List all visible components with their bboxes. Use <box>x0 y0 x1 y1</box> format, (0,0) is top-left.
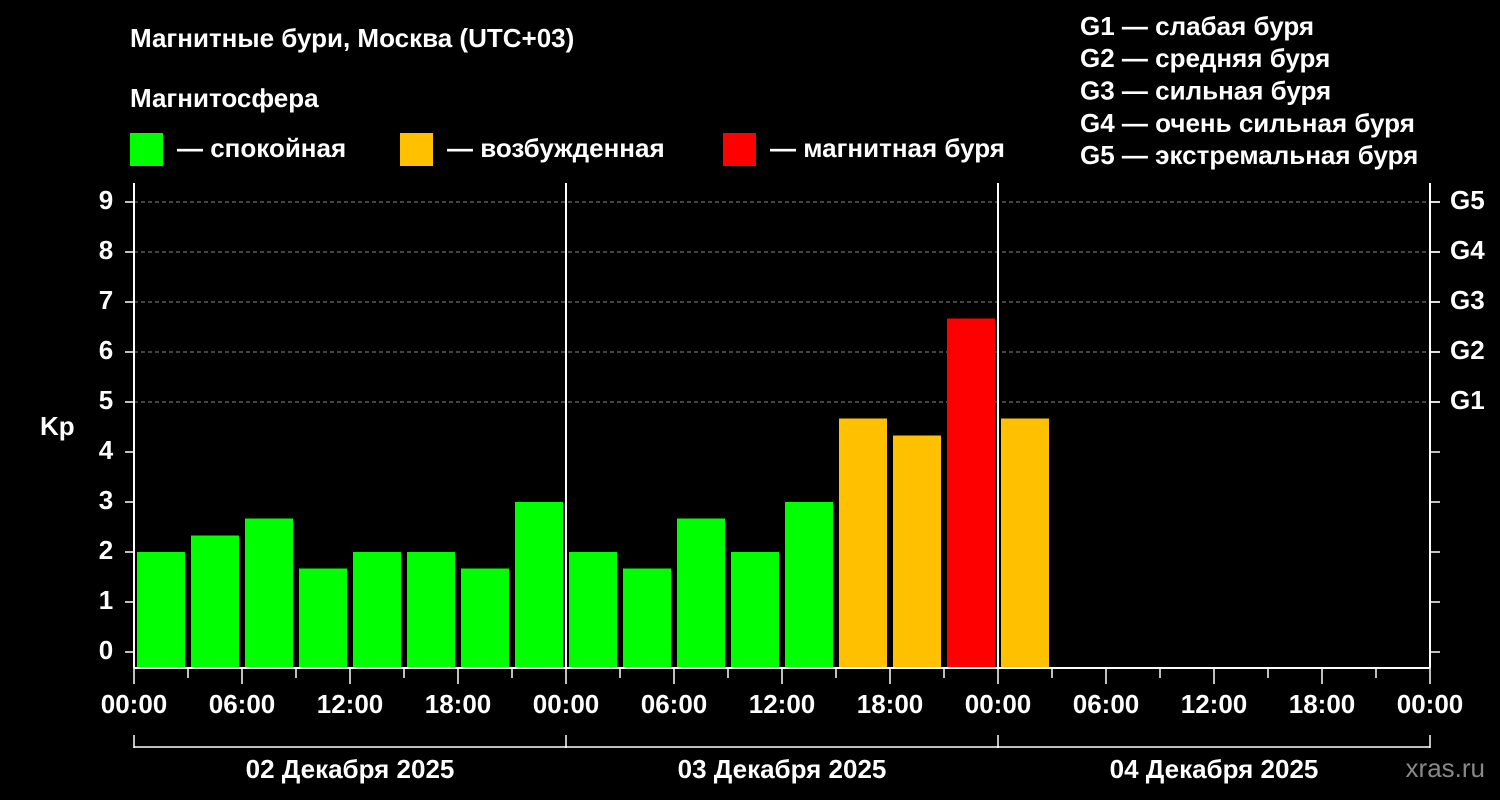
y2-tick-label: G4 <box>1450 235 1485 265</box>
y2-tick-label: G3 <box>1450 285 1485 315</box>
bar <box>1001 418 1049 668</box>
storm-scale-label: G1 — слабая буря <box>1080 11 1314 41</box>
bar <box>461 568 509 668</box>
bar <box>893 435 941 668</box>
bar <box>407 552 455 668</box>
x-tick-label: 00:00 <box>965 689 1032 719</box>
x-tick-label: 00:00 <box>101 689 168 719</box>
x-tick-label: 12:00 <box>749 689 816 719</box>
x-tick-label: 06:00 <box>641 689 708 719</box>
y2-tick-label: G1 <box>1450 385 1485 415</box>
y-tick-label: 2 <box>99 535 113 565</box>
y-tick-label: 8 <box>99 235 113 265</box>
storm-scale-label: G2 — средняя буря <box>1080 43 1330 73</box>
y2-tick-label: G2 <box>1450 335 1485 365</box>
legend-label: — спокойная <box>177 133 346 163</box>
day-label: 02 Декабря 2025 <box>246 754 455 784</box>
storm-scale-label: G3 — сильная буря <box>1080 75 1331 105</box>
bar <box>947 318 995 668</box>
x-tick-label: 06:00 <box>209 689 276 719</box>
chart-title: Магнитные бури, Москва (UTC+03) <box>130 23 574 53</box>
bar <box>731 552 779 668</box>
y-tick-label: 9 <box>99 185 113 215</box>
bar <box>191 535 239 668</box>
bar <box>839 418 887 668</box>
storm-scale-label: G4 — очень сильная буря <box>1080 108 1415 138</box>
bar <box>623 568 671 668</box>
bar <box>785 502 833 668</box>
x-tick-label: 06:00 <box>1073 689 1140 719</box>
y2-tick-label: G5 <box>1450 185 1485 215</box>
bar <box>515 502 563 668</box>
y-axis-label: Kp <box>40 411 75 441</box>
x-tick-label: 12:00 <box>317 689 384 719</box>
legend-swatch <box>723 133 756 166</box>
x-tick-label: 18:00 <box>857 689 924 719</box>
x-tick-label: 00:00 <box>1397 689 1464 719</box>
y-tick-label: 5 <box>99 385 113 415</box>
bar <box>569 552 617 668</box>
watermark: xras.ru <box>1406 753 1485 783</box>
legend-swatch <box>400 133 433 166</box>
y-tick-label: 1 <box>99 585 113 615</box>
day-label: 03 Декабря 2025 <box>678 754 887 784</box>
y-tick-label: 4 <box>99 435 114 465</box>
x-tick-label: 12:00 <box>1181 689 1248 719</box>
y-tick-label: 0 <box>99 635 113 665</box>
x-tick-label: 00:00 <box>533 689 600 719</box>
legend-label: — магнитная буря <box>770 133 1005 163</box>
y-tick-label: 6 <box>99 335 113 365</box>
storm-scale-label: G5 — экстремальная буря <box>1080 140 1418 170</box>
x-tick-label: 18:00 <box>1289 689 1356 719</box>
bar <box>299 568 347 668</box>
y-tick-label: 7 <box>99 285 113 315</box>
x-tick-label: 18:00 <box>425 689 492 719</box>
bar <box>137 552 185 668</box>
bar <box>353 552 401 668</box>
day-label: 04 Декабря 2025 <box>1110 754 1319 784</box>
bar <box>677 518 725 668</box>
legend-swatch <box>130 133 163 166</box>
bar <box>245 518 293 668</box>
legend-label: — возбужденная <box>447 133 665 163</box>
legend-title: Магнитосфера <box>130 83 319 113</box>
y-tick-label: 3 <box>99 485 113 515</box>
